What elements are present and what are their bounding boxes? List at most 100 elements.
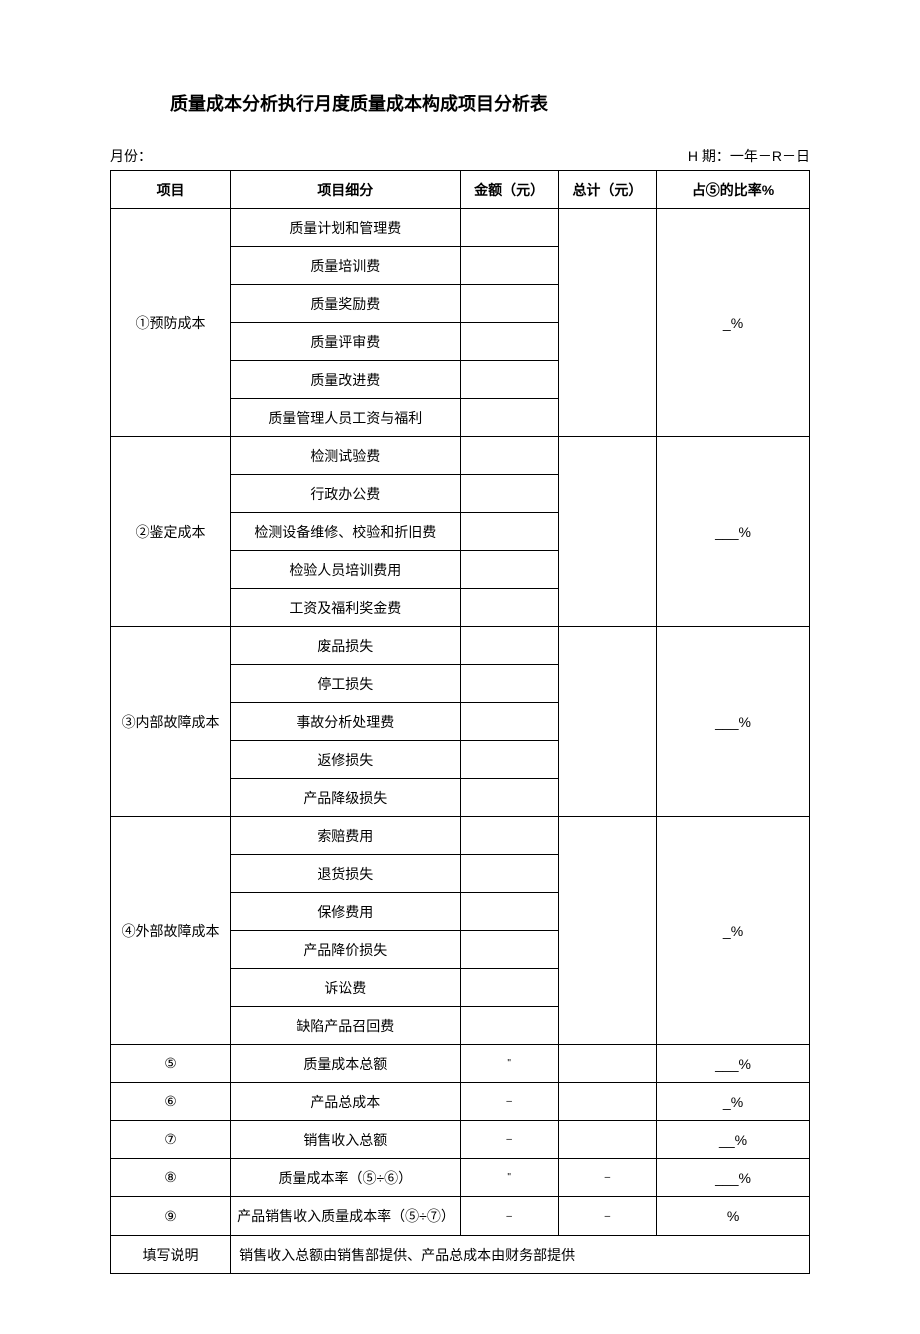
detail-cell: 检测设备维修、校验和折旧费 xyxy=(231,513,460,551)
date-label: H 期：一年－R－日 xyxy=(688,146,810,166)
detail-cell: 产品降价损失 xyxy=(231,931,460,969)
amount-cell xyxy=(460,969,558,1007)
detail-cell: 质量管理人员工资与福利 xyxy=(231,399,460,437)
amount-cell xyxy=(460,285,558,323)
summary-detail: 产品总成本 xyxy=(231,1083,460,1121)
table-row: ①预防成本质量计划和管理费_% xyxy=(111,209,810,247)
amount-cell xyxy=(460,361,558,399)
detail-cell: 检测试验费 xyxy=(231,437,460,475)
summary-ratio: _% xyxy=(657,1083,810,1121)
header-row: 项目 项目细分 金额（元） 总计（元） 占⑤的比率% xyxy=(111,171,810,209)
detail-cell: 工资及福利奖金费 xyxy=(231,589,460,627)
summary-ratio: __% xyxy=(657,1121,810,1159)
summary-detail: 质量成本总额 xyxy=(231,1045,460,1083)
ratio-cell: ___% xyxy=(657,627,810,817)
summary-total: – xyxy=(558,1197,656,1236)
total-cell xyxy=(558,209,656,437)
ratio-cell: _% xyxy=(657,209,810,437)
total-cell xyxy=(558,437,656,627)
ratio-cell: _% xyxy=(657,817,810,1045)
summary-amount: – xyxy=(460,1121,558,1159)
summary-ratio: % xyxy=(657,1197,810,1236)
footer-label: 填写说明 xyxy=(111,1236,231,1274)
amount-cell xyxy=(460,589,558,627)
amount-cell xyxy=(460,323,558,361)
summary-row: ⑦销售收入总额– __% xyxy=(111,1121,810,1159)
header-ratio: 占⑤的比率% xyxy=(657,171,810,209)
summary-row: ⑧质量成本率（⑤÷⑥）"–___% xyxy=(111,1159,810,1197)
amount-cell xyxy=(460,1007,558,1045)
total-cell xyxy=(558,627,656,817)
summary-number: ⑦ xyxy=(111,1121,231,1159)
amount-cell xyxy=(460,741,558,779)
summary-detail: 销售收入总额 xyxy=(231,1121,460,1159)
cost-analysis-table: 项目 项目细分 金额（元） 总计（元） 占⑤的比率% ①预防成本质量计划和管理费… xyxy=(110,170,810,1274)
detail-cell: 废品损失 xyxy=(231,627,460,665)
header-total: 总计（元） xyxy=(558,171,656,209)
summary-number: ⑨ xyxy=(111,1197,231,1236)
summary-number: ⑧ xyxy=(111,1159,231,1197)
summary-total xyxy=(558,1083,656,1121)
month-label: 月份： xyxy=(110,146,152,166)
meta-row: 月份： H 期：一年－R－日 xyxy=(110,146,810,166)
amount-cell xyxy=(460,855,558,893)
summary-total xyxy=(558,1121,656,1159)
summary-amount: " xyxy=(460,1159,558,1197)
summary-total xyxy=(558,1045,656,1083)
amount-cell xyxy=(460,437,558,475)
summary-detail: 产品销售收入质量成本率（⑤÷⑦） xyxy=(231,1197,460,1236)
detail-cell: 行政办公费 xyxy=(231,475,460,513)
category-label: ③内部故障成本 xyxy=(111,627,231,817)
amount-cell xyxy=(460,665,558,703)
summary-total: – xyxy=(558,1159,656,1197)
summary-ratio: ___% xyxy=(657,1045,810,1083)
header-project: 项目 xyxy=(111,171,231,209)
detail-cell: 缺陷产品召回费 xyxy=(231,1007,460,1045)
category-label: ①预防成本 xyxy=(111,209,231,437)
summary-amount: " xyxy=(460,1045,558,1083)
detail-cell: 质量评审费 xyxy=(231,323,460,361)
summary-row: ⑤质量成本总额" ___% xyxy=(111,1045,810,1083)
summary-amount: – xyxy=(460,1197,558,1236)
detail-cell: 产品降级损失 xyxy=(231,779,460,817)
amount-cell xyxy=(460,475,558,513)
amount-cell xyxy=(460,893,558,931)
summary-row: ⑥产品总成本– _% xyxy=(111,1083,810,1121)
detail-cell: 质量计划和管理费 xyxy=(231,209,460,247)
amount-cell xyxy=(460,703,558,741)
detail-cell: 质量改进费 xyxy=(231,361,460,399)
header-amount: 金额（元） xyxy=(460,171,558,209)
summary-row: ⑨产品销售收入质量成本率（⑤÷⑦）––% xyxy=(111,1197,810,1236)
footer-row: 填写说明销售收入总额由销售部提供、产品总成本由财务部提供 xyxy=(111,1236,810,1274)
detail-cell: 索赔费用 xyxy=(231,817,460,855)
amount-cell xyxy=(460,399,558,437)
detail-cell: 诉讼费 xyxy=(231,969,460,1007)
detail-cell: 检验人员培训费用 xyxy=(231,551,460,589)
summary-number: ⑥ xyxy=(111,1083,231,1121)
summary-amount: – xyxy=(460,1083,558,1121)
amount-cell xyxy=(460,209,558,247)
amount-cell xyxy=(460,779,558,817)
footer-text: 销售收入总额由销售部提供、产品总成本由财务部提供 xyxy=(231,1236,810,1274)
detail-cell: 停工损失 xyxy=(231,665,460,703)
amount-cell xyxy=(460,627,558,665)
detail-cell: 保修费用 xyxy=(231,893,460,931)
summary-ratio: ___% xyxy=(657,1159,810,1197)
table-row: ③内部故障成本废品损失___% xyxy=(111,627,810,665)
amount-cell xyxy=(460,513,558,551)
table-row: ④外部故障成本索赔费用_% xyxy=(111,817,810,855)
amount-cell xyxy=(460,931,558,969)
detail-cell: 返修损失 xyxy=(231,741,460,779)
amount-cell xyxy=(460,247,558,285)
category-label: ④外部故障成本 xyxy=(111,817,231,1045)
summary-detail: 质量成本率（⑤÷⑥） xyxy=(231,1159,460,1197)
detail-cell: 质量培训费 xyxy=(231,247,460,285)
detail-cell: 事故分析处理费 xyxy=(231,703,460,741)
amount-cell xyxy=(460,551,558,589)
ratio-cell: ___% xyxy=(657,437,810,627)
header-detail: 项目细分 xyxy=(231,171,460,209)
detail-cell: 质量奖励费 xyxy=(231,285,460,323)
table-row: ②鉴定成本检测试验费___% xyxy=(111,437,810,475)
summary-number: ⑤ xyxy=(111,1045,231,1083)
amount-cell xyxy=(460,817,558,855)
